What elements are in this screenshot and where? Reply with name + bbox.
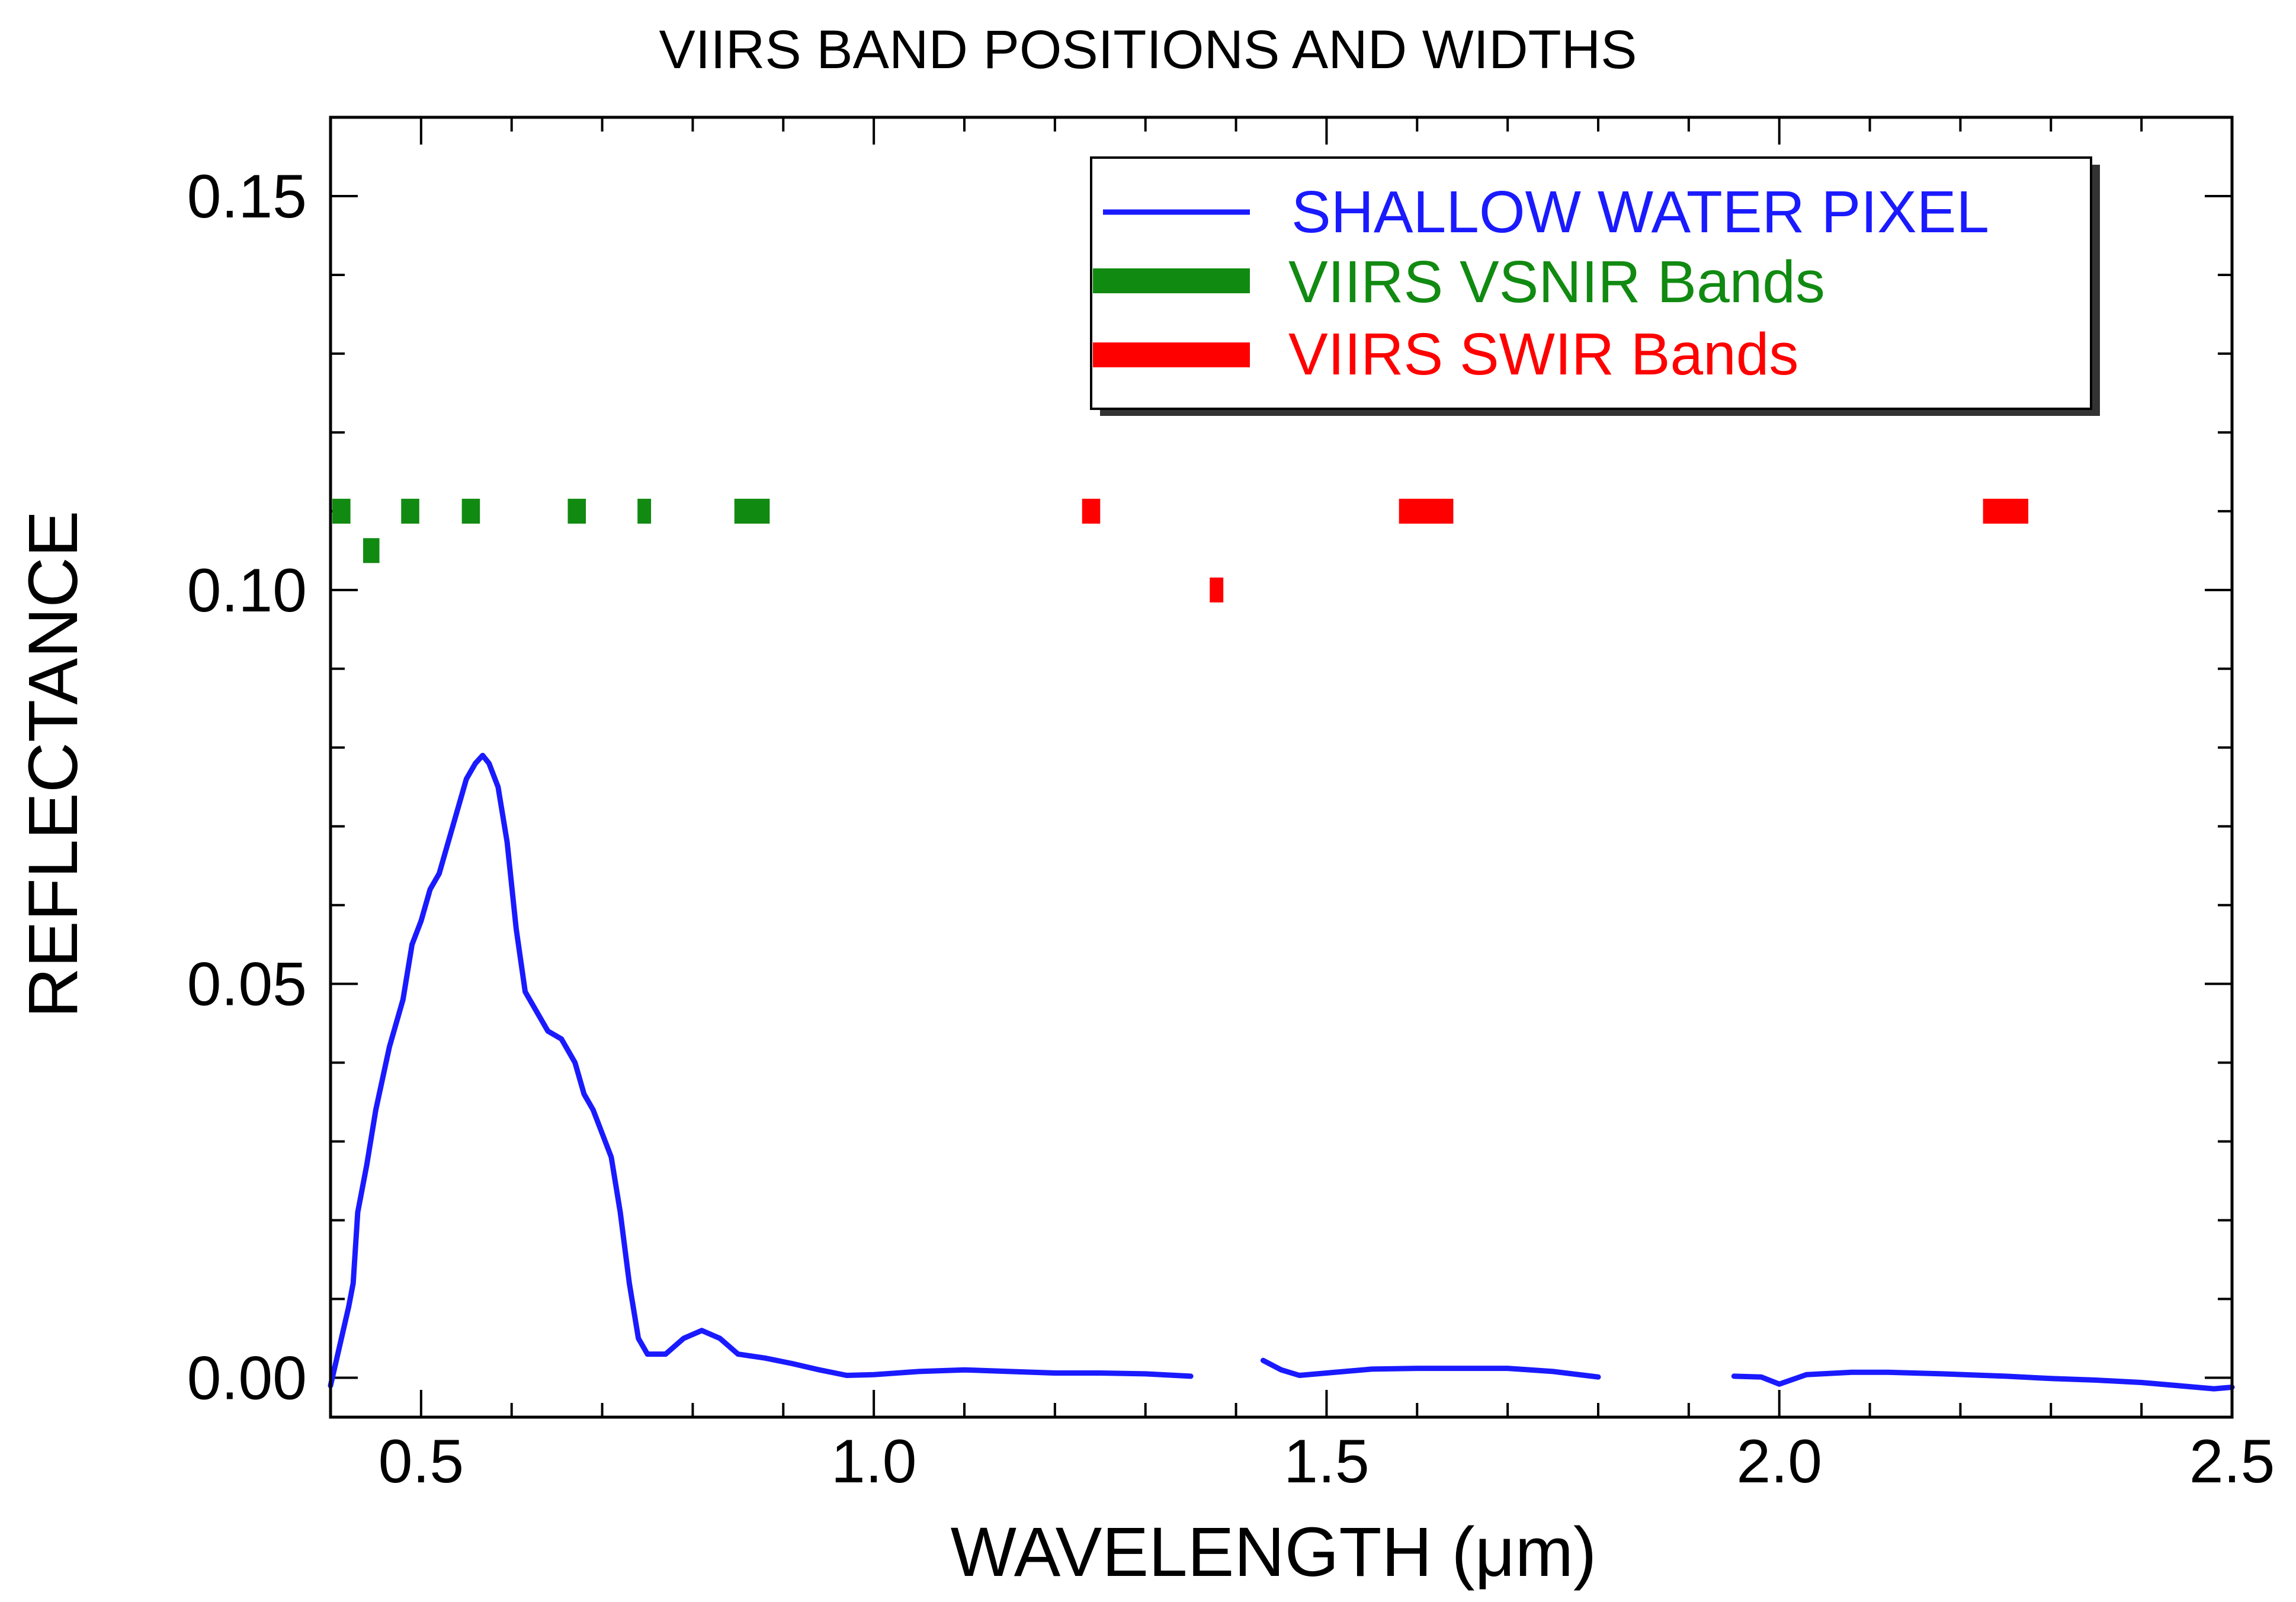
- series-line-segment: [328, 752, 1194, 1389]
- legend-swatch-swir: [1093, 342, 1250, 367]
- swir-band-bar: [1210, 577, 1224, 603]
- x-axis-label: WAVELENGTH (μm): [951, 1513, 1597, 1591]
- band-bars: [332, 498, 2029, 603]
- x-tick-label: 1.5: [1284, 1427, 1370, 1496]
- vsnir-band-bar: [734, 498, 770, 524]
- reflectance-series: [328, 752, 2235, 1392]
- swir-band-bar: [1983, 498, 2029, 524]
- x-tick-label: 0.5: [379, 1427, 464, 1496]
- series-line-segment: [1260, 1357, 1601, 1380]
- swir-band-bar: [1082, 498, 1101, 524]
- y-tick-label: 0.15: [187, 162, 307, 231]
- vsnir-band-bar: [332, 498, 351, 524]
- vsnir-band-bar: [401, 498, 419, 524]
- legend-label-swir: VIIRS SWIR Bands: [1288, 321, 1798, 387]
- vsnir-band-bar: [567, 498, 586, 524]
- legend-label-vsnir: VIIRS VSNIR Bands: [1288, 249, 1825, 315]
- legend-label-shallow-water: SHALLOW WATER PIXEL: [1291, 179, 1989, 245]
- y-tick-label: 0.05: [187, 950, 307, 1019]
- axis-ticks: 0.5 1.0 1.5 2.0 2.5 0.00 0.05 0.10 0.15: [187, 116, 2275, 1496]
- series-line-segment: [1731, 1369, 2235, 1392]
- vsnir-band-bar: [461, 498, 480, 524]
- plot-frame: [329, 116, 2234, 1419]
- vsnir-band-bar: [363, 538, 380, 563]
- legend: SHALLOW WATER PIXEL VIIRS VSNIR Bands VI…: [1090, 156, 2100, 416]
- legend-swatch-vsnir: [1093, 268, 1250, 293]
- x-tick-label: 2.5: [2189, 1427, 2275, 1496]
- y-axis-label: REFLECTANCE: [14, 511, 92, 1018]
- y-tick-label: 0.00: [187, 1344, 307, 1413]
- legend-box: [1090, 156, 2092, 410]
- chart-title: VIIRS BAND POSITIONS AND WIDTHS: [659, 20, 1637, 80]
- y-tick-label: 0.10: [187, 556, 307, 625]
- x-tick-label: 2.0: [1736, 1427, 1822, 1496]
- swir-band-bar: [1399, 498, 1454, 524]
- x-tick-label: 1.0: [831, 1427, 917, 1496]
- vsnir-band-bar: [637, 498, 652, 524]
